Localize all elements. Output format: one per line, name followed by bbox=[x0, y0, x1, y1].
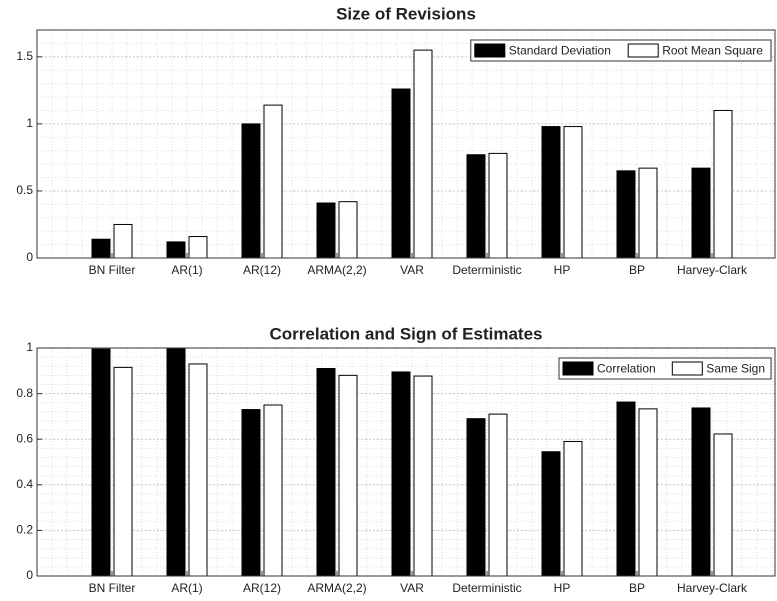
y-tick-label: 1.5 bbox=[16, 49, 33, 63]
bar bbox=[241, 409, 261, 577]
x-tick-label: Harvey-Clark bbox=[677, 581, 748, 595]
legend-swatch bbox=[562, 361, 594, 376]
bar bbox=[241, 123, 261, 259]
bar bbox=[391, 371, 411, 577]
bar bbox=[541, 451, 561, 577]
bar bbox=[413, 375, 433, 577]
bar bbox=[188, 363, 208, 577]
legend-label: Standard Deviation bbox=[509, 44, 611, 58]
bar bbox=[91, 238, 111, 259]
bar bbox=[691, 407, 711, 577]
x-tick-label: HP bbox=[554, 263, 571, 277]
chart-title: Size of Revisions bbox=[336, 4, 476, 23]
bar bbox=[91, 348, 111, 577]
bar bbox=[263, 104, 283, 259]
bar bbox=[563, 440, 583, 577]
bar bbox=[338, 374, 358, 577]
x-tick-label: VAR bbox=[400, 581, 424, 595]
bar bbox=[188, 236, 208, 259]
bar bbox=[316, 368, 336, 577]
legend-swatch bbox=[474, 43, 506, 58]
x-tick-label: ARMA(2,2) bbox=[307, 263, 366, 277]
legend: Standard Deviation Root Mean Square bbox=[470, 39, 772, 62]
y-tick-label: 1 bbox=[26, 340, 33, 354]
legend: Correlation Same Sign bbox=[558, 357, 772, 380]
bar bbox=[541, 126, 561, 259]
legend-label: Same Sign bbox=[706, 362, 765, 376]
legend-swatch bbox=[671, 361, 703, 376]
x-tick-label: AR(1) bbox=[171, 581, 202, 595]
axes-box bbox=[36, 29, 776, 259]
bar bbox=[166, 347, 186, 577]
x-tick-label: Deterministic bbox=[452, 581, 521, 595]
bar bbox=[466, 154, 486, 259]
bar bbox=[466, 418, 486, 577]
x-tick-label: AR(12) bbox=[243, 263, 281, 277]
y-tick-label: 0.4 bbox=[16, 477, 33, 491]
bar bbox=[488, 152, 508, 259]
bar bbox=[638, 408, 658, 577]
bar bbox=[316, 202, 336, 259]
bar bbox=[113, 223, 133, 259]
bar bbox=[488, 413, 508, 577]
x-tick-label: AR(12) bbox=[243, 581, 281, 595]
bar bbox=[166, 241, 186, 259]
bar bbox=[638, 167, 658, 259]
legend-label: Root Mean Square bbox=[662, 44, 763, 58]
y-tick-label: 1 bbox=[26, 116, 33, 130]
bar bbox=[338, 201, 358, 259]
bar bbox=[616, 170, 636, 259]
x-tick-label: HP bbox=[554, 581, 571, 595]
bar bbox=[413, 49, 433, 259]
x-tick-label: BN Filter bbox=[89, 581, 136, 595]
legend-box bbox=[558, 357, 772, 380]
legend-box bbox=[470, 39, 772, 62]
x-tick-label: BN Filter bbox=[89, 263, 136, 277]
chart-title: Correlation and Sign of Estimates bbox=[270, 324, 543, 343]
bar bbox=[563, 126, 583, 259]
bar bbox=[391, 88, 411, 259]
axes-box bbox=[36, 347, 776, 577]
y-tick-label: 0.5 bbox=[16, 183, 33, 197]
x-tick-label: BP bbox=[629, 581, 645, 595]
bar bbox=[713, 433, 733, 577]
bar bbox=[616, 401, 636, 577]
x-tick-label: BP bbox=[629, 263, 645, 277]
legend-label: Correlation bbox=[597, 362, 656, 376]
legend-swatch bbox=[627, 43, 659, 58]
y-tick-label: 0 bbox=[26, 568, 33, 582]
y-tick-label: 0 bbox=[26, 250, 33, 264]
bar bbox=[691, 167, 711, 259]
x-tick-label: Deterministic bbox=[452, 263, 521, 277]
bar bbox=[263, 404, 283, 577]
x-tick-label: Harvey-Clark bbox=[677, 263, 748, 277]
y-tick-label: 0.6 bbox=[16, 431, 33, 445]
x-tick-label: VAR bbox=[400, 263, 424, 277]
bar bbox=[113, 366, 133, 577]
x-tick-label: AR(1) bbox=[171, 263, 202, 277]
x-tick-label: ARMA(2,2) bbox=[307, 581, 366, 595]
y-tick-label: 0.2 bbox=[16, 523, 33, 537]
y-tick-label: 0.8 bbox=[16, 386, 33, 400]
bar bbox=[713, 109, 733, 259]
